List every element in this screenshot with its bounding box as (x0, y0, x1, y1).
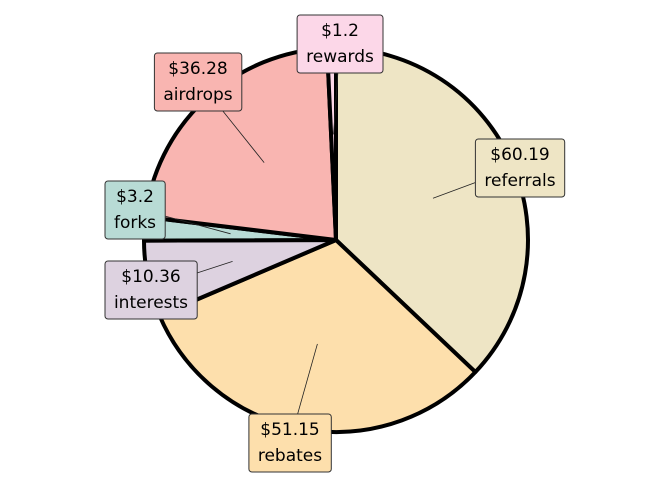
slice-category-label: interests (114, 293, 188, 313)
label-box-airdrops (153, 52, 243, 112)
slice-value-label: $51.15 (260, 420, 319, 440)
slice-value-label: $36.28 (168, 59, 227, 79)
slice-category-label: forks (114, 213, 156, 233)
slice-category-label: referrals (484, 171, 555, 191)
slice-labels: $60.19 referrals $51.15 rebates $10.36 intere… (104, 14, 566, 473)
slice-category-label: airdrops (163, 85, 232, 105)
slice-category-label: rebates (258, 446, 322, 466)
slice-value-label: $60.19 (490, 145, 549, 165)
label-box-referrals (474, 138, 566, 198)
label-box-interests (104, 260, 198, 320)
label-box-forks (104, 180, 166, 240)
slice-label-rebates: $51.15 rebates (248, 413, 332, 473)
slice-category-label: rewards (306, 47, 374, 67)
slice-label-airdrops: $36.28 airdrops (153, 52, 243, 112)
slice-label-interests: $10.36 interests (104, 260, 198, 320)
label-box-rebates (248, 413, 332, 473)
slice-value-label: $3.2 (116, 187, 154, 207)
slice-value-label: $1.2 (321, 21, 359, 41)
slice-label-rewards: $1.2 rewards (296, 14, 384, 74)
slice-label-forks: $3.2 forks (104, 180, 166, 240)
slice-value-label: $10.36 (121, 267, 180, 287)
slice-label-referrals: $60.19 referrals (474, 138, 566, 198)
label-box-rewards (296, 14, 384, 74)
